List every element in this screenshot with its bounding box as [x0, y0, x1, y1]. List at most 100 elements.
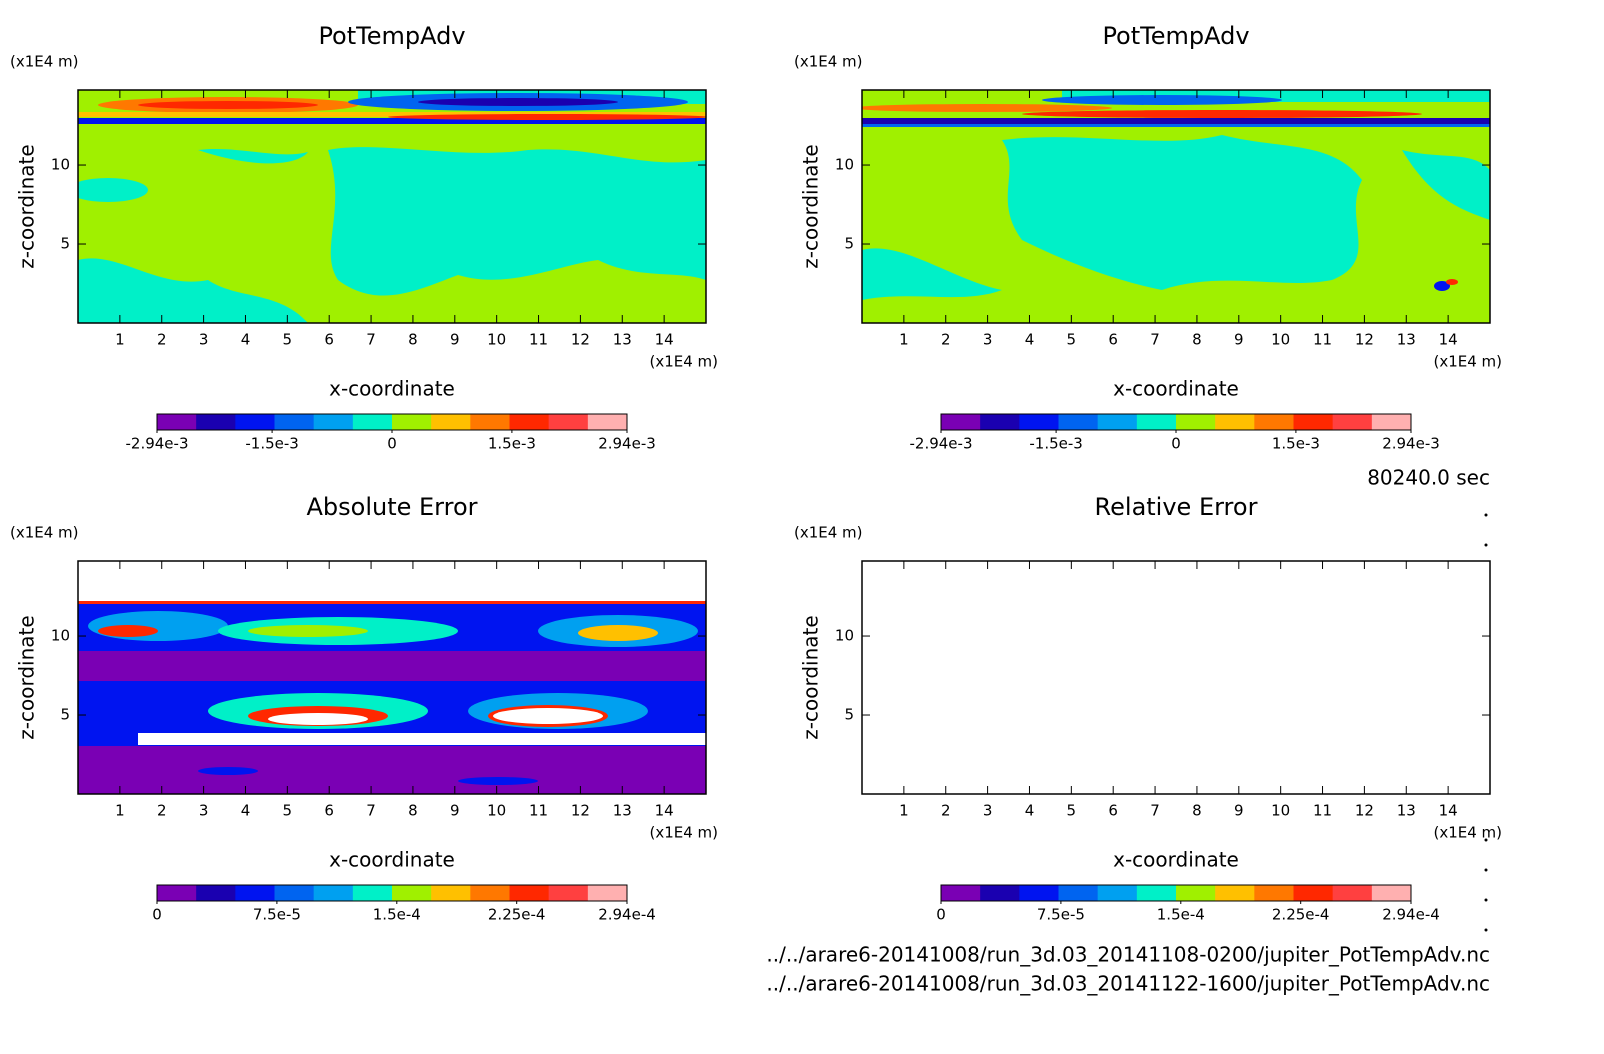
- colorbar-segment: [470, 414, 510, 430]
- x-tick-label: 10: [1271, 802, 1290, 820]
- colorbar-tick-label: 1.5e-4: [1157, 906, 1205, 924]
- x-tick-label: 8: [408, 331, 418, 349]
- colorbar-tick-label: -1.5e-3: [245, 435, 298, 453]
- colorbar-tick-label: 0: [1171, 435, 1181, 453]
- x-tick-label: 6: [1108, 802, 1118, 820]
- x-tick-label: 9: [450, 331, 460, 349]
- colorbar-segment: [235, 885, 275, 901]
- colorbar-segment: [1019, 885, 1059, 901]
- file-path: ../../arare6-20141008/run_3d.03_20141122…: [766, 972, 1490, 996]
- x-tick-label: 2: [157, 802, 167, 820]
- colorbar-segment: [587, 414, 628, 430]
- y-tick-label: 5: [60, 706, 70, 724]
- x-tick-label: 1: [115, 331, 125, 349]
- colorbar-segment: [196, 414, 236, 430]
- x-tick-label: 8: [1192, 331, 1202, 349]
- colorbar-tick-label: 7.5e-5: [253, 906, 301, 924]
- colorbar-segment: [1215, 414, 1255, 430]
- x-unit: (x1E4 m): [1433, 824, 1502, 842]
- panel-title: PotTempAdv: [318, 22, 465, 50]
- y-tick-label: 10: [835, 627, 854, 645]
- y-tick-label: 5: [60, 235, 70, 253]
- y-tick-label: 10: [51, 627, 70, 645]
- x-tick-label: 1: [899, 331, 909, 349]
- colorbar-segment: [1176, 885, 1216, 901]
- x-axis-label: x-coordinate: [1113, 848, 1239, 872]
- x-axis-label: x-coordinate: [329, 848, 455, 872]
- x-tick-label: 7: [366, 802, 376, 820]
- x-unit: (x1E4 m): [649, 353, 718, 371]
- colorbar-tick-label: 7.5e-5: [1037, 906, 1085, 924]
- colorbar-segment: [431, 414, 471, 430]
- colorbar-tick-label: 2.94e-4: [1382, 906, 1440, 924]
- x-tick-label: 13: [1397, 331, 1416, 349]
- colorbar-segment: [1019, 414, 1059, 430]
- colorbar-segment: [980, 885, 1020, 901]
- colorbar-segment: [352, 414, 393, 430]
- x-tick-label: 7: [1150, 802, 1160, 820]
- colorbar-segment: [1136, 414, 1177, 430]
- x-tick-label: 12: [1355, 331, 1374, 349]
- x-tick-label: 3: [199, 802, 209, 820]
- x-tick-label: 2: [941, 802, 951, 820]
- colorbar-segment: [548, 414, 589, 430]
- plot-frame: [77, 89, 707, 324]
- plot-frame: [861, 560, 1491, 795]
- x-tick-label: 9: [1234, 331, 1244, 349]
- colorbar-segment: [1176, 414, 1216, 430]
- colorbar-segment: [1332, 414, 1373, 430]
- colorbar-segment: [1254, 885, 1294, 901]
- x-tick-label: 5: [1067, 802, 1077, 820]
- y-unit: (x1E4 m): [10, 53, 79, 71]
- colorbar-segment: [1293, 414, 1334, 430]
- contour-field: [862, 90, 1490, 323]
- x-tick-label: 4: [241, 802, 251, 820]
- dots: [1484, 513, 1488, 932]
- x-tick-label: 4: [1025, 802, 1035, 820]
- panel-title: Relative Error: [1095, 493, 1258, 521]
- colorbar-tick-label: 2.94e-3: [1382, 435, 1440, 453]
- colorbar-tick-label: 0: [936, 906, 946, 924]
- colorbar-segment: [313, 414, 354, 430]
- x-tick-label: 14: [1439, 802, 1458, 820]
- x-tick-label: 12: [1355, 802, 1374, 820]
- x-tick-label: 11: [529, 802, 548, 820]
- y-axis-label: z-coordinate: [15, 144, 39, 268]
- y-tick-label: 10: [51, 156, 70, 174]
- x-tick-label: 3: [199, 331, 209, 349]
- colorbar-segment: [1332, 885, 1373, 901]
- x-tick-label: 5: [283, 802, 293, 820]
- y-axis-label: z-coordinate: [15, 615, 39, 739]
- x-tick-label: 14: [655, 331, 674, 349]
- x-tick-label: 14: [1439, 331, 1458, 349]
- colorbar-segment: [587, 885, 628, 901]
- x-tick-label: 7: [1150, 331, 1160, 349]
- colorbar-segment: [941, 885, 981, 901]
- panel-title: PotTempAdv: [1102, 22, 1249, 50]
- colorbar-segment: [157, 414, 197, 430]
- x-tick-label: 11: [1313, 331, 1332, 349]
- x-tick-label: 3: [983, 331, 993, 349]
- colorbar-frame: [940, 884, 1412, 902]
- colorbar-segment: [941, 414, 981, 430]
- x-tick-label: 10: [1271, 331, 1290, 349]
- x-tick-label: 8: [1192, 802, 1202, 820]
- y-axis-label: z-coordinate: [799, 144, 823, 268]
- colorbar-tick-label: 1.5e-4: [373, 906, 421, 924]
- time-label: 80240.0 sec: [1367, 466, 1490, 490]
- colorbar-tick-label: 0: [152, 906, 162, 924]
- colorbar-frame: [156, 884, 628, 902]
- colorbar-segment: [470, 885, 510, 901]
- x-tick-label: 10: [487, 331, 506, 349]
- plot-frame: [861, 89, 1491, 324]
- x-axis-label: x-coordinate: [329, 377, 455, 401]
- colorbar-tick-label: -1.5e-3: [1029, 435, 1082, 453]
- x-tick-label: 5: [1067, 331, 1077, 349]
- x-tick-label: 6: [324, 802, 334, 820]
- colorbar-segment: [509, 414, 550, 430]
- colorbar-segment: [235, 414, 275, 430]
- y-unit: (x1E4 m): [794, 53, 863, 71]
- x-tick-label: 1: [899, 802, 909, 820]
- colorbar-segment: [1136, 885, 1177, 901]
- colorbar-segment: [313, 885, 354, 901]
